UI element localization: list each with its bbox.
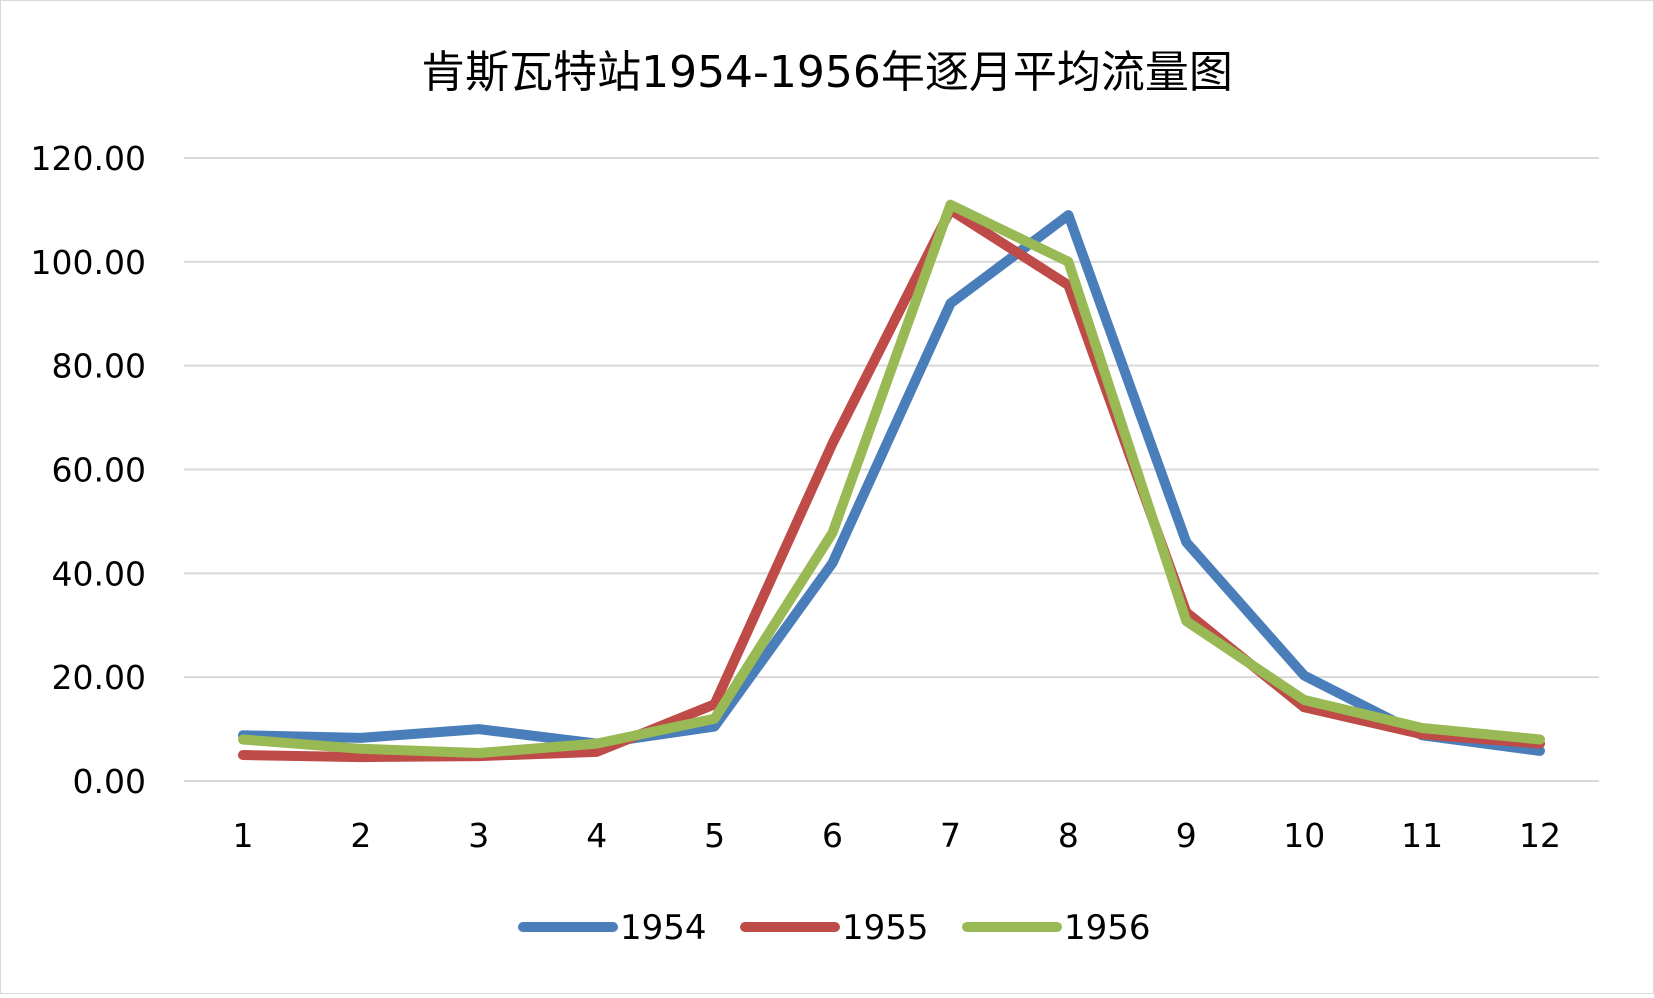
x-tick-label: 9 <box>1176 816 1197 855</box>
y-axis-tick-labels: 0.00 20.00 40.00 60.00 80.00 100.00 120.00 <box>31 139 146 801</box>
series-line-1954 <box>238 210 1545 756</box>
y-tick-label: 60.00 <box>52 451 146 490</box>
legend-label: 1956 <box>1064 908 1151 948</box>
y-tick-label: 100.00 <box>31 243 146 282</box>
series-lines <box>238 199 1545 763</box>
x-tick-label: 5 <box>704 816 725 855</box>
legend-label: 1954 <box>620 908 707 948</box>
legend-item-1956: 1956 <box>962 908 1151 948</box>
x-tick-label: 10 <box>1283 816 1325 855</box>
y-tick-label: 80.00 <box>52 347 146 386</box>
y-tick-label: 0.00 <box>73 762 146 801</box>
x-tick-label: 3 <box>468 816 489 855</box>
legend-item-1955: 1955 <box>740 908 929 948</box>
x-tick-label: 2 <box>350 816 371 855</box>
x-tick-label: 8 <box>1058 816 1079 855</box>
x-tick-label: 1 <box>232 816 253 855</box>
y-tick-label: 120.00 <box>31 139 146 178</box>
x-tick-label: 4 <box>586 816 607 855</box>
x-tick-label: 7 <box>940 816 961 855</box>
x-tick-label: 12 <box>1519 816 1561 855</box>
x-tick-label: 6 <box>822 816 843 855</box>
series-line-1956 <box>238 199 1545 758</box>
chart-title: 肯斯瓦特站1954-1956年逐月平均流量图 <box>421 47 1233 98</box>
x-tick-label: 11 <box>1401 816 1443 855</box>
y-tick-label: 40.00 <box>52 554 146 593</box>
legend-label: 1955 <box>842 908 929 948</box>
x-axis-tick-labels: 1 2 3 4 5 6 7 8 9 10 11 12 <box>232 816 1561 855</box>
series-line-1955 <box>238 204 1545 763</box>
y-tick-label: 20.00 <box>52 658 146 697</box>
legend-item-1954: 1954 <box>518 908 707 948</box>
grid-lines <box>184 157 1599 782</box>
legend: 1954 1955 1956 <box>518 908 1151 948</box>
